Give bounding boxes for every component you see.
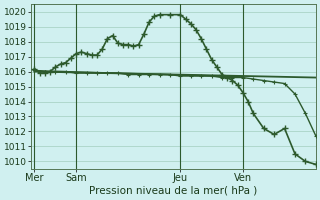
X-axis label: Pression niveau de la mer( hPa ): Pression niveau de la mer( hPa ) bbox=[90, 186, 258, 196]
